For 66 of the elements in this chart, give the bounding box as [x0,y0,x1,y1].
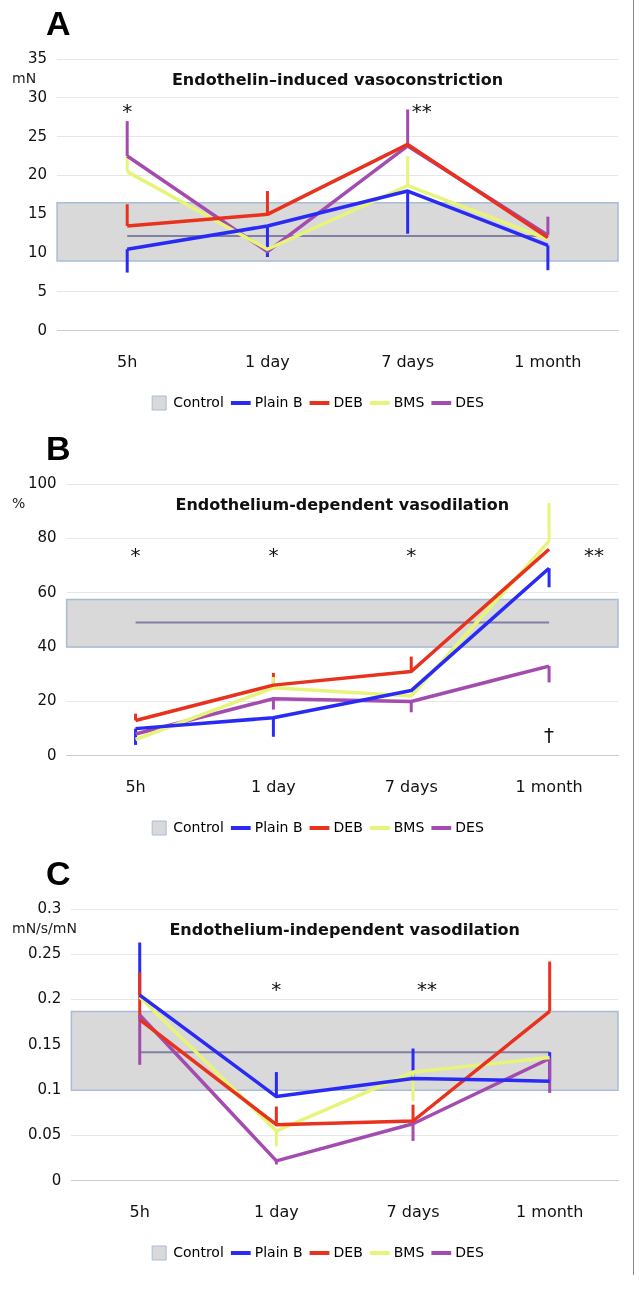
legend-label: Plain B [254,1243,303,1260]
annotation: * [271,976,282,1001]
y-axis-title: % [12,495,26,511]
annotation: * [406,543,417,568]
chart-title: B [46,429,71,468]
annotation: ** [584,543,605,568]
x-tick-label: 1 month [514,351,582,371]
legend-label: Control [173,818,224,835]
y-axis-title: mN/s/mN [12,920,77,936]
legend-label: DES [455,393,484,410]
legend-label: BMS [393,818,425,835]
x-tick-label: 5h [117,351,138,371]
legend-label: DES [455,1243,484,1260]
y-tick-label: 40 [37,636,57,655]
legend-label: Plain B [254,393,303,410]
legend-label: DES [455,818,484,835]
y-tick-label: 0.3 [37,898,62,917]
annotation: ** [417,976,438,1001]
y-tick-label: 0 [37,320,48,339]
legend-label: Control [173,1243,224,1260]
y-tick-label: 100 [27,473,57,492]
legend-label: DEB [333,393,363,410]
y-tick-label: 0.05 [27,1125,62,1144]
legend-label: BMS [393,1243,425,1260]
legend-label: Plain B [254,818,303,835]
y-tick-label: 30 [27,87,48,106]
y-tick-label: 20 [37,691,57,710]
x-tick-label: 7 days [381,351,435,371]
y-tick-label: 0.25 [27,944,62,963]
x-tick-label: 1 day [245,351,290,371]
x-tick-label: 7 days [384,776,438,796]
x-tick-label: 1 month [516,1201,584,1221]
chart-title: A [46,4,71,43]
legend-label: Control [173,393,224,410]
y-tick-label: 0 [47,745,57,764]
y-tick-label: 15 [27,204,48,223]
x-tick-label: 1 day [254,1201,299,1221]
y-tick-label: 0.15 [27,1034,62,1053]
legend-label: DEB [333,1243,363,1260]
x-tick-label: 1 month [515,776,583,796]
y-tick-label: 0.1 [37,1080,62,1099]
y-tick-label: 0 [51,1170,62,1189]
text: Endothelium-independent vasodilation [169,920,520,940]
y-tick-label: 25 [27,126,48,145]
y-tick-label: 20 [27,165,48,184]
annotation: * [130,543,141,568]
y-tick-label: 80 [37,528,57,547]
y-tick-label: 10 [27,243,48,262]
annotation: ** [411,99,432,124]
y-tick-label: 60 [37,582,57,601]
legend-label: DEB [333,818,363,835]
text: Endothelin–induced vasoconstriction [171,70,504,90]
y-tick-label: 0.2 [37,989,62,1008]
text: Endothelium-dependent vasodilation [175,495,510,515]
annotation: † [544,722,555,747]
y-axis-title: mN [12,70,37,86]
legend-label: BMS [393,393,425,410]
y-tick-label: 35 [27,48,48,67]
annotation: * [122,99,133,124]
x-tick-label: 5h [125,776,146,796]
annotation: * [268,543,279,568]
x-tick-label: 5h [129,1201,150,1221]
chart-title: C [46,854,71,893]
y-tick-label: 5 [37,281,48,300]
x-tick-label: 1 day [251,776,296,796]
x-tick-label: 7 days [386,1201,440,1221]
